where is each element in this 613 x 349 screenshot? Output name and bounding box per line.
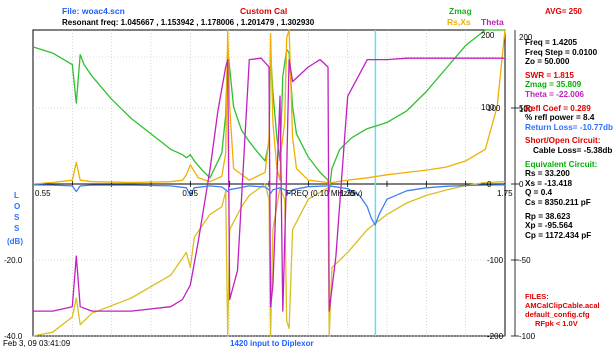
freq-readout: Freq = 1.4205 <box>525 38 578 47</box>
cable-loss-readout: Cable Loss= -5.38db <box>533 145 613 155</box>
series-return-loss-line <box>32 184 506 226</box>
right-inner-tick-label: -50 <box>519 256 531 265</box>
xp-readout: Xp = -95.564 <box>525 221 573 231</box>
refl-power-readout: % refl power = 8.4 <box>525 113 595 123</box>
plot-curves <box>32 29 506 337</box>
right-outer-tick-label: 100 <box>487 104 501 113</box>
equiv-circuit-label: Equivalent Circuit: <box>525 159 598 169</box>
loss-axis-letter: S <box>14 224 20 233</box>
plot-labels: 0.55 0.95 1.35 1.75LOSS(dB)-20.0-40.0501000… <box>4 31 536 341</box>
loss-axis-unit: (dB) <box>7 237 23 246</box>
legend-theta: Theta <box>481 17 504 27</box>
cal-label: Custom Cal <box>240 6 287 16</box>
short-open-label: Short/Open Circuit: <box>525 136 601 146</box>
plot-grid <box>32 29 519 337</box>
file-label: File: woac4.scn <box>62 6 125 16</box>
footer-note: 1420 input to Diplexor <box>230 339 314 348</box>
legend-zmag: Zmag <box>449 6 472 16</box>
left-tick-label: -40.0 <box>4 332 23 341</box>
right-inner-tick-label: 0 <box>519 180 524 189</box>
freq-step-readout: Freq Step = 0.0100 <box>525 47 598 57</box>
avg-label: AVG= 250 <box>545 7 583 16</box>
theta-readout: Theta = -22.006 <box>525 89 584 99</box>
right-outer-tick-label: -100 <box>487 256 504 265</box>
files-panel: FILES: AMCalClipCable.acal default_confi… <box>525 292 600 319</box>
return-loss-readout: Return Loss= -10.77db <box>525 122 613 132</box>
right-top-tick-label: 200 <box>481 31 495 40</box>
right-top-tick-label-b: 200 <box>519 33 533 42</box>
cp-readout: Cp = 1172.434 pF <box>525 230 592 240</box>
files-label: FILES: <box>525 292 549 301</box>
right-top-tick-label: 100 <box>481 103 495 112</box>
x-tick-label: 1.75 <box>497 189 513 198</box>
x-tick-label: 1.35 <box>340 189 356 198</box>
refl-coef-readout: Refl Coef = 0.289 <box>525 103 591 113</box>
rp-readout: Rp = 38.623 <box>525 211 571 221</box>
rfpk-label: RFpk < 1.0V <box>535 319 578 328</box>
file-acal: AMCalClipCable.acal <box>525 301 600 310</box>
x-tick-label: 0.95 <box>182 189 198 198</box>
timestamp: Feb 3, 09 03:41:09 <box>3 339 71 348</box>
cs-readout: Cs = 8350.211 pF <box>525 197 591 207</box>
right-inner-tick-label: 50 <box>519 104 528 113</box>
q-readout: Q = 0.4 <box>525 188 553 198</box>
file-cfg: default_config.cfg <box>525 310 590 319</box>
rs-readout: Rs = 33.200 <box>525 169 570 179</box>
resonant-freq: Resonant freq: 1.045667 , 1.153942 , 1.1… <box>62 18 315 27</box>
right-outer-tick-label: 0 <box>487 180 492 189</box>
loss-axis-letter: L <box>14 191 19 200</box>
left-tick-label: -20.0 <box>4 256 23 265</box>
readout-panel: Freq = 1.4205 Freq Step = 0.0100 Zo = 50… <box>525 38 613 240</box>
xs-readout: Xs = -13.418 <box>525 178 573 188</box>
right-outer-tick-label: -200 <box>487 332 504 341</box>
series-rs-xs-line <box>32 29 506 185</box>
x-axis-label: FREQ (0.10 MHz/div) <box>286 189 363 198</box>
loss-axis-letter: S <box>14 213 20 222</box>
legend-rsxs: Rs,Xs <box>447 17 471 27</box>
loss-axis-letter: O <box>14 202 20 211</box>
right-top-tick-label-b: 100 <box>519 105 533 114</box>
swr-readout: SWR = 1.815 <box>525 70 574 80</box>
x-tick-label: 0.55 <box>35 189 51 198</box>
zmag-readout: Zmag = 35.809 <box>525 80 582 90</box>
series-theta-line <box>33 57 505 312</box>
right-inner-tick-label: -100 <box>519 332 536 341</box>
zo-readout: Zo = 50.000 <box>525 57 570 67</box>
